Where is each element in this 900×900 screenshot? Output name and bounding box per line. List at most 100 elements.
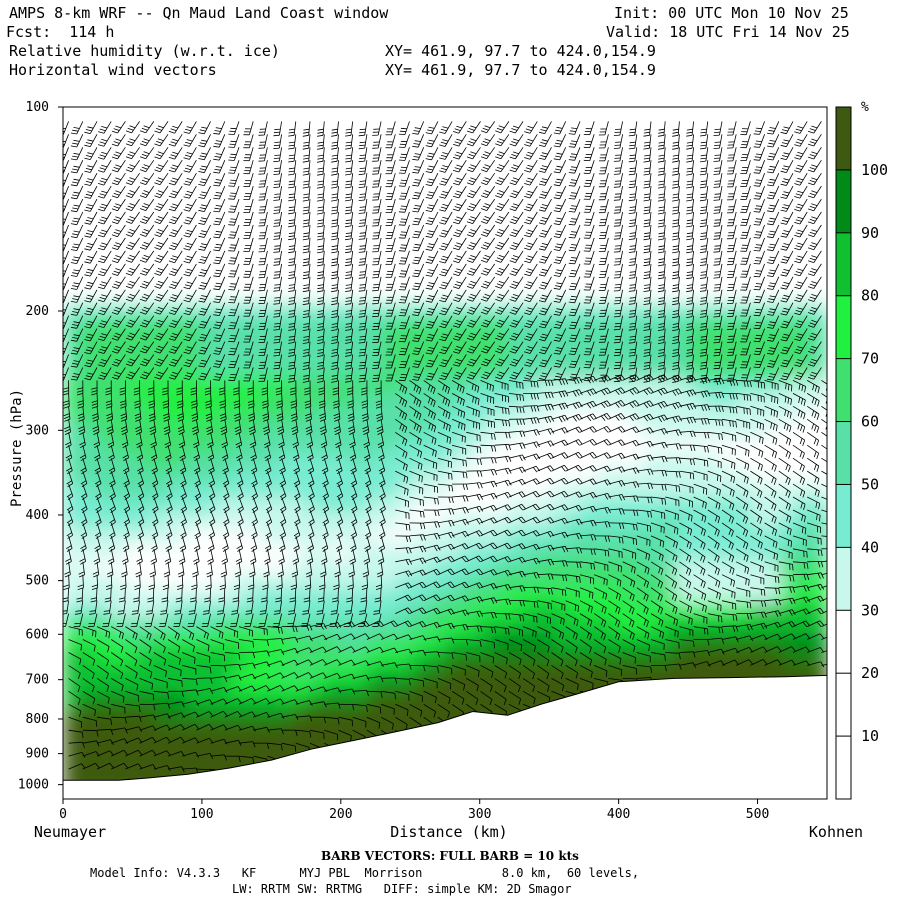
rh-cell — [322, 603, 339, 620]
rh-cell — [215, 242, 232, 259]
rh-cell — [200, 438, 217, 454]
rh-cell — [552, 167, 569, 183]
rh-cell — [750, 272, 767, 289]
rh-cell — [781, 242, 798, 259]
rh-cell — [124, 182, 141, 198]
rh-cell — [276, 483, 293, 499]
rh-cell — [307, 212, 324, 229]
rh-cell — [704, 347, 721, 364]
rh-cell — [383, 543, 400, 560]
rh-cell — [750, 332, 767, 349]
rh-cell — [322, 152, 339, 168]
rh-cell — [643, 302, 660, 319]
rh-cell — [246, 242, 263, 259]
rh-cell — [567, 438, 584, 454]
rh-cell — [383, 317, 400, 334]
rh-cell — [231, 468, 248, 484]
rh-cell — [765, 212, 782, 229]
rh-cell — [796, 528, 813, 544]
rh-cell — [200, 513, 217, 529]
rh-cell — [78, 332, 95, 349]
rh-cell — [506, 558, 523, 575]
rh-cell — [383, 122, 400, 138]
rh-cell — [811, 392, 827, 409]
rh-cell — [108, 498, 125, 514]
rh-cell — [353, 377, 370, 394]
rh-cell — [765, 107, 782, 123]
rh-cell — [276, 422, 293, 439]
rh-cell — [368, 362, 385, 379]
rh-cell — [139, 558, 156, 575]
rh-cell — [231, 347, 248, 364]
rh-cell — [108, 663, 125, 680]
rh-cell — [597, 513, 614, 529]
forecast-hour: Fcst: 114 h — [6, 23, 115, 41]
rh-cell — [414, 678, 431, 695]
rh-cell — [78, 693, 95, 710]
rh-cell — [292, 453, 309, 469]
rh-cell — [628, 152, 645, 168]
rh-cell — [552, 362, 569, 379]
rh-cell — [292, 633, 309, 650]
rh-cell — [781, 453, 798, 469]
rh-cell — [307, 483, 324, 499]
rh-cell — [246, 558, 263, 575]
rh-cell — [445, 573, 462, 590]
rh-cell — [139, 107, 156, 123]
rh-cell — [154, 422, 171, 439]
rh-cell — [93, 332, 110, 349]
rh-cell — [658, 107, 675, 123]
rh-cell — [597, 438, 614, 454]
rh-cell — [276, 543, 293, 560]
rh-cell — [750, 528, 767, 544]
rh-cell — [781, 317, 798, 334]
rh-cell — [185, 573, 202, 590]
rh-cell — [139, 453, 156, 469]
rh-cell — [154, 407, 171, 424]
rh-cell — [63, 377, 80, 394]
rh-cell — [536, 663, 553, 680]
rh-cell — [170, 212, 187, 229]
rh-cell — [307, 197, 324, 214]
rh-cell — [475, 588, 492, 605]
rh-cell — [567, 212, 584, 229]
rh-cell — [154, 362, 171, 379]
rh-cell — [781, 438, 798, 454]
rh-cell — [383, 483, 400, 499]
rh-cell — [552, 107, 569, 123]
rh-cell — [322, 483, 339, 499]
rh-cell — [643, 422, 660, 439]
rh-cell — [429, 317, 446, 334]
rh-cell — [154, 468, 171, 484]
rh-cell — [506, 513, 523, 529]
rh-cell — [246, 212, 263, 229]
rh-cell — [552, 603, 569, 620]
rh-cell — [643, 347, 660, 364]
rh-cell — [78, 468, 95, 484]
rh-cell — [521, 377, 538, 394]
rh-cell — [613, 152, 630, 168]
rh-cell — [63, 558, 80, 575]
rh-cell — [383, 693, 400, 710]
rh-cell — [765, 347, 782, 364]
rh-cell — [124, 332, 141, 349]
rh-cell — [720, 227, 737, 244]
rh-cell — [185, 723, 202, 740]
rh-cell — [567, 453, 584, 469]
barb-flag — [230, 153, 237, 156]
rh-cell — [124, 152, 141, 168]
rh-cell — [552, 347, 569, 364]
rh-cell — [567, 107, 584, 123]
rh-cell — [628, 468, 645, 484]
rh-cell — [597, 287, 614, 304]
rh-cell — [704, 453, 721, 469]
rh-cell — [338, 212, 355, 229]
rh-cell — [704, 663, 721, 680]
rh-cell — [338, 107, 355, 123]
rh-cell — [521, 498, 538, 514]
rh-cell — [704, 302, 721, 319]
rh-cell — [735, 543, 752, 560]
rh-cell — [399, 392, 416, 409]
rh-cell — [93, 392, 110, 409]
rh-cell — [185, 332, 202, 349]
